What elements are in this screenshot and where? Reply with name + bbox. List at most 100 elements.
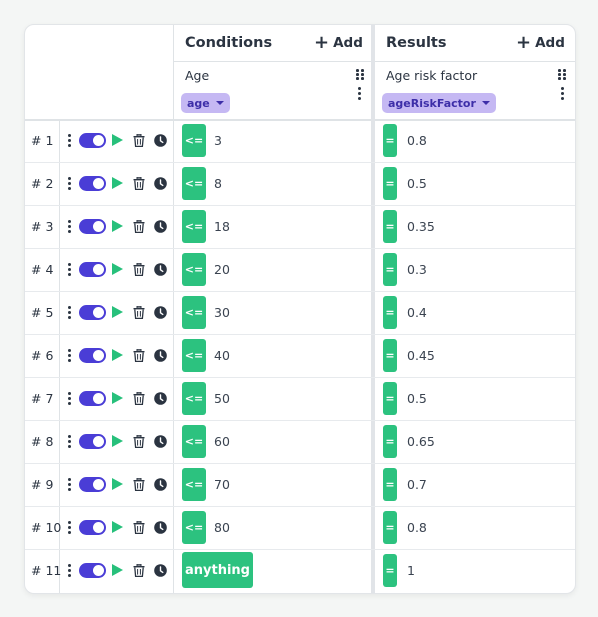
row-enabled-toggle[interactable] bbox=[79, 176, 106, 191]
play-icon[interactable] bbox=[112, 177, 123, 189]
row-menu-icon[interactable] bbox=[67, 306, 71, 319]
result-variable-select[interactable]: ageRiskFactor bbox=[382, 93, 496, 113]
condition-operator[interactable]: <= bbox=[182, 296, 206, 329]
result-operator[interactable]: = bbox=[383, 511, 397, 544]
row-menu-icon[interactable] bbox=[67, 521, 71, 534]
condition-operator[interactable]: <= bbox=[182, 339, 206, 372]
result-value[interactable]: 0.3 bbox=[407, 262, 427, 277]
play-icon[interactable] bbox=[112, 263, 123, 275]
drag-handle-icon[interactable] bbox=[558, 69, 567, 80]
condition-operator[interactable]: <= bbox=[182, 253, 206, 286]
clock-icon[interactable] bbox=[154, 478, 167, 491]
clock-icon[interactable] bbox=[154, 306, 167, 319]
trash-icon[interactable] bbox=[133, 349, 145, 362]
trash-icon[interactable] bbox=[133, 435, 145, 448]
row-menu-icon[interactable] bbox=[67, 392, 71, 405]
row-menu-icon[interactable] bbox=[67, 435, 71, 448]
play-icon[interactable] bbox=[112, 564, 123, 576]
add-condition-button[interactable]: + Add bbox=[314, 34, 363, 52]
trash-icon[interactable] bbox=[133, 564, 145, 577]
result-operator[interactable]: = bbox=[383, 554, 397, 587]
row-enabled-toggle[interactable] bbox=[79, 477, 106, 492]
row-enabled-toggle[interactable] bbox=[79, 391, 106, 406]
row-enabled-toggle[interactable] bbox=[79, 219, 106, 234]
result-value[interactable]: 0.7 bbox=[407, 477, 427, 492]
condition-variable-select[interactable]: age bbox=[181, 93, 230, 113]
trash-icon[interactable] bbox=[133, 521, 145, 534]
row-menu-icon[interactable] bbox=[67, 263, 71, 276]
condition-operator[interactable]: <= bbox=[182, 167, 206, 200]
result-value[interactable]: 0.45 bbox=[407, 348, 435, 363]
result-value[interactable]: 0.8 bbox=[407, 133, 427, 148]
play-icon[interactable] bbox=[112, 349, 123, 361]
condition-value[interactable]: 60 bbox=[214, 434, 230, 449]
row-enabled-toggle[interactable] bbox=[79, 520, 106, 535]
result-operator[interactable]: = bbox=[383, 468, 397, 501]
trash-icon[interactable] bbox=[133, 220, 145, 233]
condition-value[interactable]: 3 bbox=[214, 133, 222, 148]
clock-icon[interactable] bbox=[154, 134, 167, 147]
add-result-button[interactable]: + Add bbox=[516, 34, 565, 52]
row-menu-icon[interactable] bbox=[67, 134, 71, 147]
result-value[interactable]: 0.4 bbox=[407, 305, 427, 320]
clock-icon[interactable] bbox=[154, 263, 167, 276]
result-operator[interactable]: = bbox=[383, 425, 397, 458]
clock-icon[interactable] bbox=[154, 177, 167, 190]
condition-value[interactable]: 30 bbox=[214, 305, 230, 320]
trash-icon[interactable] bbox=[133, 134, 145, 147]
condition-operator[interactable]: <= bbox=[182, 210, 206, 243]
condition-value[interactable]: 50 bbox=[214, 391, 230, 406]
condition-value[interactable]: 70 bbox=[214, 477, 230, 492]
row-enabled-toggle[interactable] bbox=[79, 262, 106, 277]
row-menu-icon[interactable] bbox=[67, 177, 71, 190]
row-enabled-toggle[interactable] bbox=[79, 563, 106, 578]
condition-value[interactable]: 8 bbox=[214, 176, 222, 191]
play-icon[interactable] bbox=[112, 220, 123, 232]
result-value[interactable]: 1 bbox=[407, 563, 415, 578]
play-icon[interactable] bbox=[112, 435, 123, 447]
clock-icon[interactable] bbox=[154, 521, 167, 534]
trash-icon[interactable] bbox=[133, 306, 145, 319]
column-menu-icon[interactable] bbox=[560, 87, 564, 100]
row-enabled-toggle[interactable] bbox=[79, 348, 106, 363]
play-icon[interactable] bbox=[112, 478, 123, 490]
column-menu-icon[interactable] bbox=[357, 87, 361, 100]
trash-icon[interactable] bbox=[133, 478, 145, 491]
result-value[interactable]: 0.65 bbox=[407, 434, 435, 449]
result-operator[interactable]: = bbox=[383, 210, 397, 243]
result-operator[interactable]: = bbox=[383, 296, 397, 329]
clock-icon[interactable] bbox=[154, 349, 167, 362]
condition-operator[interactable]: anything bbox=[182, 552, 253, 588]
clock-icon[interactable] bbox=[154, 220, 167, 233]
condition-value[interactable]: 20 bbox=[214, 262, 230, 277]
play-icon[interactable] bbox=[112, 392, 123, 404]
clock-icon[interactable] bbox=[154, 392, 167, 405]
play-icon[interactable] bbox=[112, 521, 123, 533]
condition-operator[interactable]: <= bbox=[182, 382, 206, 415]
result-operator[interactable]: = bbox=[383, 253, 397, 286]
trash-icon[interactable] bbox=[133, 177, 145, 190]
result-value[interactable]: 0.5 bbox=[407, 176, 427, 191]
condition-value[interactable]: 18 bbox=[214, 219, 230, 234]
row-menu-icon[interactable] bbox=[67, 564, 71, 577]
result-operator[interactable]: = bbox=[383, 124, 397, 157]
drag-handle-icon[interactable] bbox=[356, 69, 365, 80]
row-enabled-toggle[interactable] bbox=[79, 133, 106, 148]
condition-value[interactable]: 80 bbox=[214, 520, 230, 535]
row-enabled-toggle[interactable] bbox=[79, 434, 106, 449]
condition-operator[interactable]: <= bbox=[182, 511, 206, 544]
result-operator[interactable]: = bbox=[383, 382, 397, 415]
result-value[interactable]: 0.5 bbox=[407, 391, 427, 406]
condition-operator[interactable]: <= bbox=[182, 124, 206, 157]
play-icon[interactable] bbox=[112, 306, 123, 318]
trash-icon[interactable] bbox=[133, 263, 145, 276]
trash-icon[interactable] bbox=[133, 392, 145, 405]
result-value[interactable]: 0.8 bbox=[407, 520, 427, 535]
condition-operator[interactable]: <= bbox=[182, 425, 206, 458]
condition-value[interactable]: 40 bbox=[214, 348, 230, 363]
clock-icon[interactable] bbox=[154, 564, 167, 577]
condition-operator[interactable]: <= bbox=[182, 468, 206, 501]
result-operator[interactable]: = bbox=[383, 167, 397, 200]
clock-icon[interactable] bbox=[154, 435, 167, 448]
result-value[interactable]: 0.35 bbox=[407, 219, 435, 234]
